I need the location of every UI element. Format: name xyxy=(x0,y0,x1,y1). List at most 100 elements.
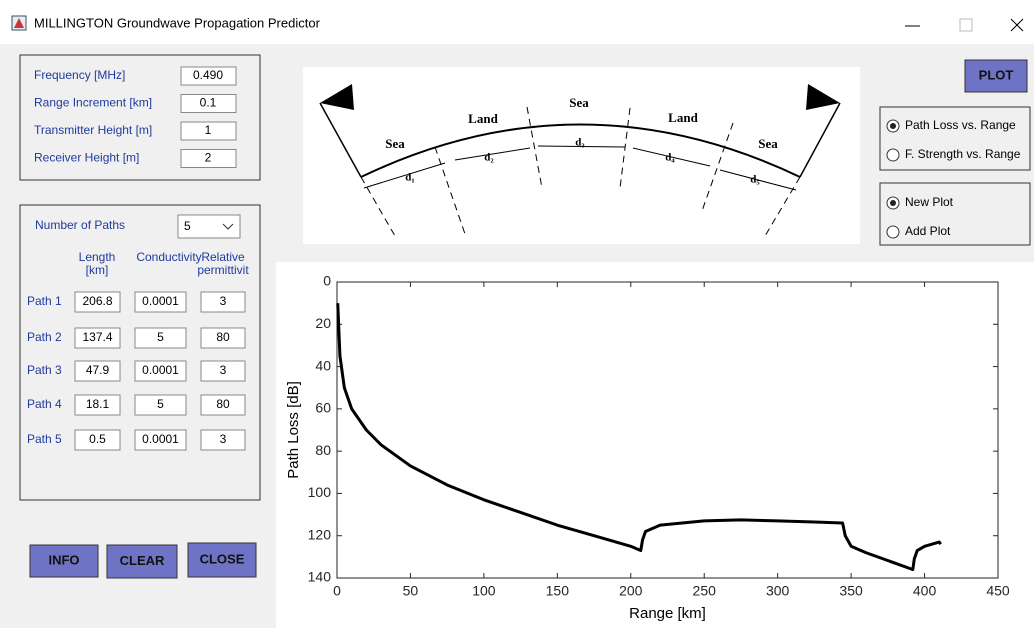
path-value: 0.0001 xyxy=(142,294,179,308)
path-input[interactable] xyxy=(134,327,187,349)
path-input[interactable] xyxy=(134,394,187,416)
path-label: Path 5 xyxy=(27,432,62,446)
y-tick-label: 40 xyxy=(315,357,331,373)
close-window-button[interactable] xyxy=(1010,18,1024,32)
param-value: 2 xyxy=(205,151,212,165)
path-input[interactable] xyxy=(74,360,121,382)
path-value: 3 xyxy=(220,294,227,308)
path-input[interactable] xyxy=(200,429,246,451)
plot-box xyxy=(336,281,999,579)
paths-count-label: Number of Paths xyxy=(35,218,125,232)
path-input[interactable] xyxy=(134,291,187,313)
window-title: MILLINGTON Groundwave Propagation Predic… xyxy=(34,15,321,30)
segment-label: d₁ xyxy=(405,172,414,184)
button[interactable] xyxy=(187,542,257,578)
radio-label[interactable]: F. Strength vs. Range xyxy=(905,147,1021,161)
maximize-button[interactable] xyxy=(959,18,973,32)
segment-label: d₃ xyxy=(575,137,585,149)
antenna-mast xyxy=(319,102,841,178)
path-value: 0.0001 xyxy=(142,432,179,446)
path-label: Path 1 xyxy=(27,294,62,308)
region-label: Land xyxy=(668,110,698,125)
radio-button[interactable] xyxy=(886,225,900,239)
x-axis-label: Range [km] xyxy=(629,605,706,622)
path-value: 18.1 xyxy=(86,397,110,411)
x-tick-label: 150 xyxy=(546,583,570,599)
segment-arrow xyxy=(363,145,797,191)
region-label: Sea xyxy=(758,136,778,151)
path-value: 47.9 xyxy=(86,363,110,377)
boundary-line xyxy=(360,106,801,237)
radio-label[interactable]: Path Loss vs. Range xyxy=(905,118,1016,132)
paths-panel xyxy=(19,204,261,501)
param-value: 0.490 xyxy=(193,68,223,82)
path-value: 206.8 xyxy=(82,294,112,308)
path-input[interactable] xyxy=(74,429,121,451)
region-label: Sea xyxy=(569,95,589,110)
path-input[interactable] xyxy=(74,291,121,313)
path-input[interactable] xyxy=(74,394,121,416)
radio-label[interactable]: Add Plot xyxy=(905,224,951,238)
param-input[interactable] xyxy=(180,66,237,86)
path-input[interactable] xyxy=(200,394,246,416)
radio-dot xyxy=(890,123,896,129)
y-tick-label: 0 xyxy=(323,273,331,289)
path-input[interactable] xyxy=(200,360,246,382)
button-label[interactable]: INFO xyxy=(48,552,79,567)
radio-dot xyxy=(890,200,896,206)
path-input[interactable] xyxy=(200,291,246,313)
button-label[interactable]: CLEAR xyxy=(120,553,165,568)
param-label: Range Increment [km] xyxy=(34,96,152,110)
y-axis-label: Path Loss [dB] xyxy=(285,381,302,479)
path-label: Path 3 xyxy=(27,363,62,377)
path-value: 5 xyxy=(157,397,164,411)
y-tick-label: 20 xyxy=(315,315,331,331)
path-label: Path 4 xyxy=(27,397,62,411)
y-tick-label: 140 xyxy=(308,569,332,585)
param-input[interactable] xyxy=(180,149,237,168)
column-header: permittivit xyxy=(197,263,249,277)
param-value: 0.1 xyxy=(200,96,217,110)
param-input[interactable] xyxy=(180,121,237,141)
path-input[interactable] xyxy=(200,327,246,349)
button[interactable] xyxy=(964,59,1028,93)
column-header: Conductivity xyxy=(136,250,201,264)
app-icon-mark xyxy=(14,18,24,28)
y-tick-label: 80 xyxy=(315,442,331,458)
dropdown-chevron xyxy=(222,223,234,230)
x-tick-label: 200 xyxy=(619,583,643,599)
segment-label: d₄ xyxy=(665,152,675,164)
button[interactable] xyxy=(29,544,99,578)
param-value: 1 xyxy=(205,123,212,137)
y-tick-label: 100 xyxy=(308,484,332,500)
x-tick-label: 350 xyxy=(839,583,863,599)
radio-button[interactable] xyxy=(886,148,900,162)
x-tick-label: 50 xyxy=(403,583,419,599)
segment-label: d₅ xyxy=(750,174,760,186)
path-value: 80 xyxy=(216,330,230,344)
region-label: Sea xyxy=(385,136,405,151)
path-label: Path 2 xyxy=(27,330,62,344)
paths-count-dropdown[interactable] xyxy=(177,214,241,239)
plot-mode-panel xyxy=(879,182,1031,246)
param-label: Frequency [MHz] xyxy=(34,68,125,82)
button-label[interactable]: CLOSE xyxy=(200,551,245,566)
x-tick-label: 300 xyxy=(766,583,790,599)
radio-label[interactable]: New Plot xyxy=(905,195,954,209)
x-tick-label: 100 xyxy=(472,583,496,599)
segment-label: d₂ xyxy=(484,152,494,164)
button-label[interactable]: PLOT xyxy=(979,67,1014,82)
path-value: 3 xyxy=(220,432,227,446)
chart-area xyxy=(276,262,1034,628)
path-value: 0.5 xyxy=(89,432,106,446)
button[interactable] xyxy=(106,544,178,579)
path-input[interactable] xyxy=(74,327,121,349)
column-header: [km] xyxy=(86,263,109,277)
param-input[interactable] xyxy=(180,94,237,113)
column-header: Relative xyxy=(201,250,245,264)
y-tick-label: 120 xyxy=(308,526,332,542)
x-tick-label: 450 xyxy=(986,583,1010,599)
path-input[interactable] xyxy=(134,360,187,382)
path-input[interactable] xyxy=(134,429,187,451)
